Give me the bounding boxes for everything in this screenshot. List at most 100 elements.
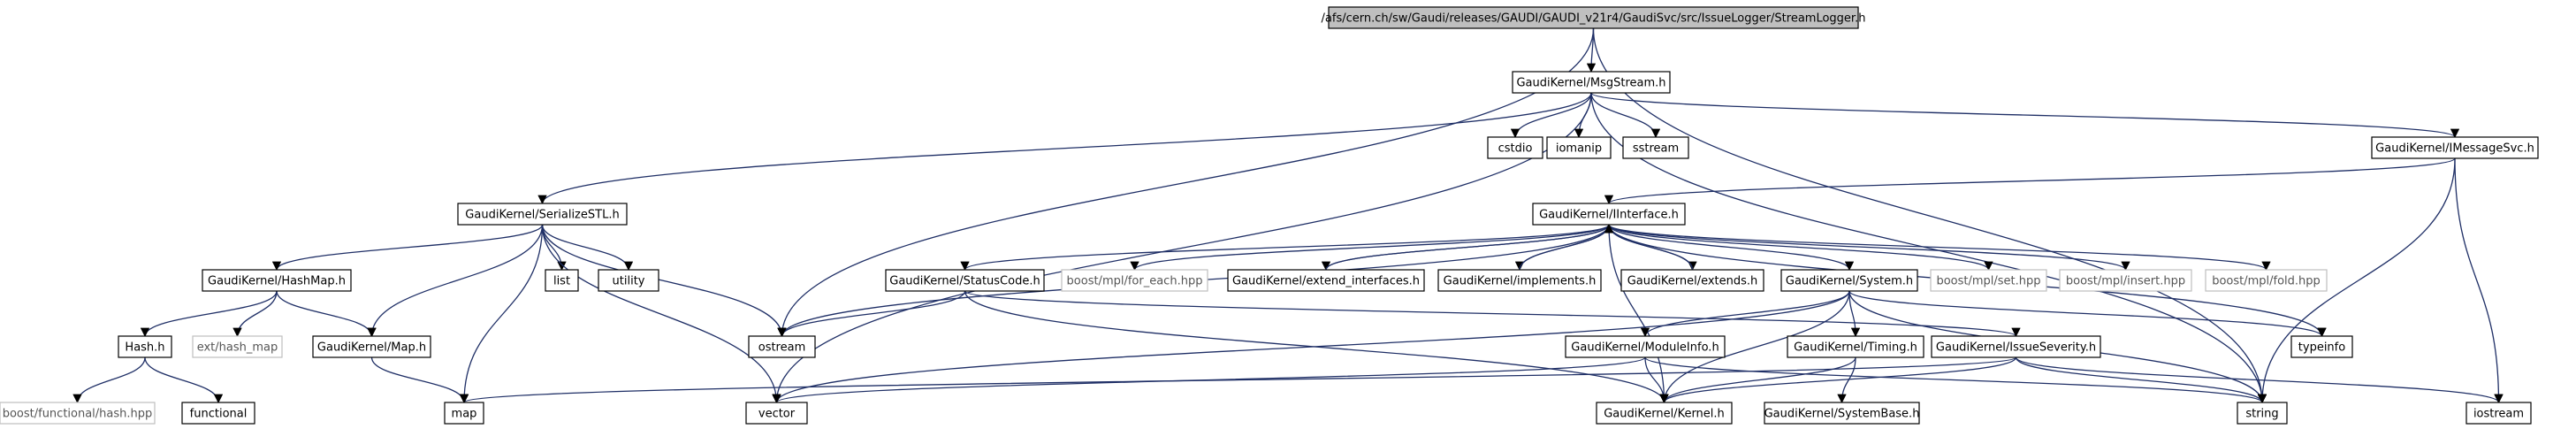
edge-statuscode-to-issueseverity bbox=[964, 290, 2021, 338]
edge-line bbox=[2015, 356, 2267, 404]
edge-hashmaph-to-maph bbox=[276, 290, 377, 338]
edge-line bbox=[1604, 157, 2456, 205]
node-boosthash[interactable]: boost/functional/hash.hpp bbox=[0, 402, 156, 425]
edge-moduleinfo-to-string bbox=[1644, 356, 2267, 404]
node-label: GaudiKernel/MsgStream.h bbox=[1516, 77, 1665, 90]
edge-imessagesvc-to-iostream bbox=[2454, 157, 2504, 404]
node-label: GaudiKernel/SerializeSTL.h bbox=[465, 209, 619, 222]
node-string[interactable]: string bbox=[2237, 402, 2288, 425]
edge-line bbox=[541, 224, 634, 272]
edge-line bbox=[1640, 290, 1850, 338]
node-label: boost/mpl/for_each.hpp bbox=[1067, 275, 1203, 288]
node-mplfold[interactable]: boost/mpl/fold.hpp bbox=[2205, 269, 2328, 292]
node-box bbox=[0, 402, 156, 425]
node-box bbox=[598, 269, 659, 292]
node-label: sstream bbox=[1633, 142, 1679, 156]
node-box bbox=[444, 402, 484, 425]
node-label: string bbox=[2245, 408, 2278, 421]
node-kernel[interactable]: GaudiKernel/Kernel.h bbox=[1596, 402, 1733, 425]
node-typeinfo[interactable]: typeinfo bbox=[2290, 335, 2353, 358]
node-msgstream[interactable]: GaudiKernel/MsgStream.h bbox=[1512, 71, 1671, 94]
node-statuscode[interactable]: GaudiKernel/StatusCode.h bbox=[885, 269, 1045, 292]
node-box bbox=[745, 402, 808, 425]
node-sstream[interactable]: sstream bbox=[1622, 136, 1689, 159]
node-maph[interactable]: GaudiKernel/Map.h bbox=[312, 335, 431, 358]
node-utility[interactable]: utility bbox=[598, 269, 659, 292]
edge-iinterface-to-system bbox=[1608, 224, 1855, 272]
edge-hashh-to-boosthash bbox=[72, 356, 146, 404]
node-iomanip[interactable]: iomanip bbox=[1546, 136, 1612, 159]
node-label: GaudiKernel/System.h bbox=[1786, 275, 1913, 288]
node-hashmaph[interactable]: GaudiKernel/HashMap.h bbox=[202, 269, 352, 292]
node-label: GaudiKernel/IInterface.h bbox=[1539, 209, 1679, 222]
node-serializestl[interactable]: GaudiKernel/SerializeSTL.h bbox=[457, 203, 628, 226]
node-extifaces[interactable]: GaudiKernel/extend_interfaces.h bbox=[1227, 269, 1425, 292]
edge-iinterface-to-mplfold bbox=[1608, 224, 2271, 272]
edge-line bbox=[271, 224, 544, 272]
node-box bbox=[1328, 6, 1859, 29]
node-box bbox=[2059, 269, 2192, 292]
node-box bbox=[2371, 136, 2539, 159]
node-mplset[interactable]: boost/mpl/set.hpp bbox=[1930, 269, 2047, 292]
edge-issueseverity-to-string bbox=[2015, 356, 2267, 404]
edge-line bbox=[1325, 223, 1614, 271]
edge-serializestl-to-hashmaph bbox=[271, 224, 544, 272]
edge-line bbox=[2257, 157, 2456, 404]
node-label: boost/mpl/insert.hpp bbox=[2066, 275, 2185, 288]
node-label: map bbox=[452, 408, 477, 421]
node-label: GaudiKernel/extends.h bbox=[1627, 275, 1758, 288]
node-iinterface[interactable]: GaudiKernel/IInterface.h bbox=[1532, 203, 1686, 226]
node-functional[interactable]: functional bbox=[181, 402, 255, 425]
node-label: GaudiKernel/Kernel.h bbox=[1604, 408, 1725, 421]
node-exthashmap[interactable]: ext/hash_map bbox=[192, 335, 283, 358]
edge-line bbox=[1608, 224, 1669, 404]
edge-line bbox=[1848, 290, 2327, 338]
edge-line bbox=[1590, 92, 2459, 139]
node-box bbox=[885, 269, 1045, 292]
node-mplinsert[interactable]: boost/mpl/insert.hpp bbox=[2059, 269, 2192, 292]
node-box bbox=[1437, 269, 1602, 292]
edge-statuscode-to-ostream bbox=[777, 290, 966, 338]
node-box bbox=[457, 203, 628, 226]
node-box bbox=[1931, 335, 2101, 358]
node-box bbox=[545, 269, 579, 292]
node-system[interactable]: GaudiKernel/System.h bbox=[1780, 269, 1918, 292]
node-foreach[interactable]: boost/mpl/for_each.hpp bbox=[1061, 269, 1208, 292]
edge-line bbox=[960, 224, 1610, 272]
edge-msgstream-to-cstdio bbox=[1510, 92, 1592, 139]
edge-line bbox=[140, 290, 278, 338]
edge-line bbox=[1644, 356, 2267, 404]
node-implements[interactable]: GaudiKernel/implements.h bbox=[1437, 269, 1602, 292]
node-imessagesvc[interactable]: GaudiKernel/IMessageSvc.h bbox=[2371, 136, 2539, 159]
node-root[interactable]: /afs/cern.ch/sw/Gaudi/releases/GAUDI/GAU… bbox=[1322, 6, 1866, 29]
node-cstdio[interactable]: cstdio bbox=[1487, 136, 1543, 159]
node-ostream[interactable]: ostream bbox=[748, 335, 816, 358]
edge-msgstream-to-imessagesvc bbox=[1590, 92, 2459, 139]
node-box bbox=[1532, 203, 1686, 226]
node-issueseverity[interactable]: GaudiKernel/IssueSeverity.h bbox=[1931, 335, 2101, 358]
edge-serializestl-to-maph bbox=[367, 224, 544, 338]
node-iostream[interactable]: iostream bbox=[2465, 402, 2532, 425]
edge-timing-to-kernel bbox=[1659, 356, 1856, 404]
node-box bbox=[1930, 269, 2047, 292]
edge-line bbox=[1659, 356, 1856, 404]
node-label: vector bbox=[758, 408, 796, 421]
edge-line bbox=[2454, 157, 2504, 404]
node-map[interactable]: map bbox=[444, 402, 484, 425]
node-list[interactable]: list bbox=[545, 269, 579, 292]
edge-line bbox=[2015, 356, 2504, 404]
node-timing[interactable]: GaudiKernel/Timing.h bbox=[1787, 335, 1924, 358]
node-label: GaudiKernel/Timing.h bbox=[1794, 341, 1917, 355]
edge-iinterface-to-mplset bbox=[1608, 224, 1993, 272]
edge-line bbox=[964, 290, 2021, 338]
edge-iinterface-to-statuscode bbox=[960, 224, 1610, 272]
node-extends[interactable]: GaudiKernel/extends.h bbox=[1620, 269, 1764, 292]
node-vector[interactable]: vector bbox=[745, 402, 808, 425]
edge-system-to-vector bbox=[772, 290, 1850, 404]
edge-iinterface-to-mplinsert bbox=[1608, 224, 2130, 272]
node-systembase[interactable]: GaudiKernel/SystemBase.h bbox=[1764, 402, 1920, 425]
edge-issueseverity-to-map bbox=[460, 356, 2017, 404]
node-hashh[interactable]: Hash.h bbox=[118, 335, 172, 358]
node-moduleinfo[interactable]: GaudiKernel/ModuleInfo.h bbox=[1565, 335, 1726, 358]
edge-line bbox=[1608, 224, 2130, 272]
